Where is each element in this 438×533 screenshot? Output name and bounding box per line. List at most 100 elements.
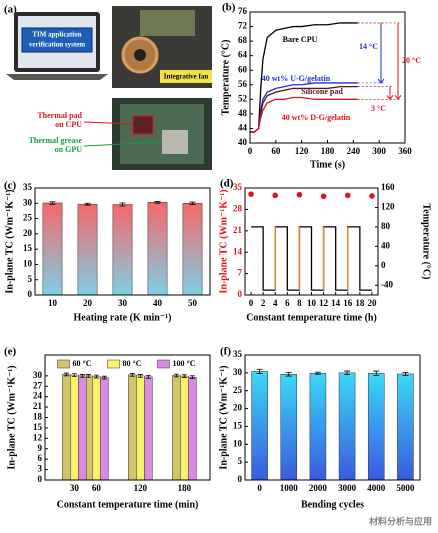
bar bbox=[112, 204, 133, 296]
bar bbox=[136, 375, 145, 481]
legend-swatch bbox=[107, 359, 120, 369]
bracket bbox=[386, 86, 394, 101]
bar bbox=[128, 374, 137, 481]
x-tick-label: 0 bbox=[248, 146, 253, 156]
x-tick-label: 50 bbox=[188, 298, 198, 308]
bar bbox=[180, 375, 189, 481]
legend-label: 80 °C bbox=[123, 359, 142, 368]
pointer bbox=[83, 121, 134, 125]
error-bar bbox=[145, 375, 151, 379]
error-bar bbox=[85, 374, 91, 378]
pointer bbox=[83, 141, 163, 147]
y-tick-label: 15 bbox=[33, 422, 43, 432]
laptop-text: verification system bbox=[29, 41, 85, 49]
x-tick-label: 180 bbox=[178, 483, 192, 493]
y-axis-label: In-plane TC (Wm⁻¹K⁻¹) bbox=[4, 189, 15, 293]
y-tick-label: 52 bbox=[238, 93, 248, 103]
x-axis-label: Time (s) bbox=[310, 159, 345, 170]
bar bbox=[251, 371, 268, 481]
y-tick-label: 27 bbox=[33, 380, 43, 390]
x-tick-label: 4 bbox=[273, 298, 278, 308]
error-bar bbox=[256, 368, 263, 374]
x-tick-label: 8 bbox=[297, 298, 302, 308]
error-bar bbox=[154, 201, 161, 204]
y-tick-label: 3 bbox=[38, 464, 43, 474]
panel-letter: (a) bbox=[4, 4, 17, 16]
marker bbox=[296, 191, 303, 198]
panel-a: (a) TIM application verification system … bbox=[4, 4, 212, 170]
bar bbox=[309, 372, 327, 481]
y-tick-label: 60 bbox=[238, 64, 248, 74]
legend-label: 60 °C bbox=[73, 359, 92, 368]
plot-frame bbox=[34, 187, 211, 296]
error-bar bbox=[344, 370, 351, 376]
y-tick-label: 28 bbox=[233, 203, 243, 213]
x-tick-label: 5000 bbox=[396, 483, 415, 493]
error-bar bbox=[373, 370, 380, 376]
y-tick-label: 30 bbox=[23, 197, 33, 207]
y-tick-label: 72 bbox=[238, 21, 248, 31]
bar bbox=[144, 376, 153, 481]
y2-tick-label: 160 bbox=[381, 182, 395, 192]
error-bar bbox=[101, 375, 107, 380]
panel: (f) Bending cycles In-plane TC (Wm⁻¹K⁻¹) 0 5… bbox=[218, 346, 421, 510]
series-label: 40 wt% U-G/gelatin bbox=[262, 74, 331, 83]
x-tick-label: 300 bbox=[372, 146, 386, 156]
panel-letter: (b) bbox=[222, 2, 236, 14]
error-bar bbox=[173, 373, 179, 378]
y-tick-label: 0 bbox=[238, 289, 243, 299]
error-bar bbox=[314, 371, 321, 375]
y-tick-label: 18 bbox=[33, 412, 43, 422]
bar bbox=[100, 377, 109, 481]
fan-hub bbox=[134, 49, 146, 61]
error-bar bbox=[137, 374, 143, 378]
bar bbox=[338, 372, 356, 481]
y-tick-label: 68 bbox=[238, 35, 248, 45]
legend-label: 100 °C bbox=[173, 359, 196, 368]
x-tick-label: 240 bbox=[347, 146, 361, 156]
series-label: Bare CPU bbox=[283, 35, 318, 44]
x-tick-label: 18 bbox=[355, 298, 365, 308]
error-bar bbox=[93, 374, 99, 379]
y-tick-label: 14 bbox=[233, 246, 243, 256]
series-line bbox=[251, 226, 372, 291]
grease-label: on GPU bbox=[55, 145, 83, 154]
y2-axis-label: Temperature (°C) bbox=[421, 204, 432, 280]
plot-frame bbox=[244, 354, 421, 481]
x-tick-label: 0 bbox=[257, 483, 262, 493]
annotation: 14 °C bbox=[359, 42, 378, 51]
x-tick-label: 40 bbox=[153, 298, 163, 308]
y-tick-label: 5 bbox=[28, 274, 33, 284]
y-tick-label: 5 bbox=[238, 456, 243, 466]
x-tick-label: 2000 bbox=[309, 483, 328, 493]
y-tick-label: 0 bbox=[28, 289, 33, 299]
y-axis-label: In-plane TC (Wm⁻¹K⁻¹) bbox=[218, 365, 229, 469]
series-line bbox=[250, 96, 358, 133]
y-tick-label: 0 bbox=[38, 474, 43, 484]
y-axis-label: In-plane TC (Wm⁻¹K⁻¹) bbox=[6, 365, 17, 469]
laptop-base bbox=[6, 74, 108, 80]
bar bbox=[182, 203, 203, 296]
y-tick-label: 7 bbox=[238, 268, 243, 278]
x-tick-label: 6 bbox=[285, 298, 290, 308]
pad-label: Thermal pad bbox=[37, 111, 82, 120]
y-tick-label: 21 bbox=[233, 225, 243, 235]
error-bar bbox=[49, 201, 56, 205]
plot-frame bbox=[249, 11, 406, 144]
x-tick-label: 60 bbox=[271, 146, 281, 156]
y-tick-label: 20 bbox=[23, 228, 33, 238]
x-tick-label: 3000 bbox=[338, 483, 357, 493]
legend-swatch bbox=[57, 359, 70, 369]
x-tick-label: 0 bbox=[249, 298, 254, 308]
plot-frame bbox=[244, 187, 379, 296]
error-bar bbox=[129, 373, 135, 377]
panel: (b) Time (s) Temperature (°C) 40 44 48 52 56 60 6… bbox=[220, 2, 421, 171]
annotation: 3 °C bbox=[371, 104, 386, 113]
bracket bbox=[377, 22, 385, 84]
panel-letter: (d) bbox=[220, 178, 234, 190]
bar bbox=[147, 202, 168, 296]
x-tick-label: 12 bbox=[319, 298, 329, 308]
x-tick-label: 14 bbox=[331, 298, 341, 308]
bar bbox=[280, 374, 298, 481]
y-tick-label: 0 bbox=[238, 474, 243, 484]
